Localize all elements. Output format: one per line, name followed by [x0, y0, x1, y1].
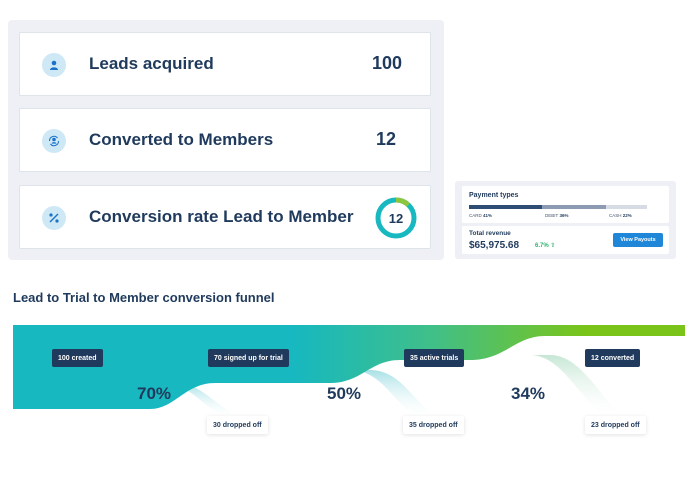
funnel-stage-created: 100 created	[52, 349, 103, 367]
payment-legend-card: CARD 41%	[469, 213, 493, 218]
user-icon	[42, 53, 66, 77]
funnel-stage-active: 35 active trials	[404, 349, 465, 367]
funnel-dropoff-3: 23 dropped off	[585, 416, 646, 434]
funnel-dropoff-2: 35 dropped off	[403, 416, 464, 434]
user-refresh-icon	[42, 129, 66, 153]
percent-icon	[42, 206, 66, 230]
funnel-rate-1: 70%	[137, 384, 172, 403]
dropoff-flow-2	[350, 370, 445, 420]
stat-value: 12	[375, 129, 396, 149]
revenue-card: Total revenue $65,975.68 6.7% ⇧ View Pay…	[462, 226, 669, 254]
payment-types-card: Payment types CARD 41% DEBIT 36% CASH 22…	[462, 186, 669, 223]
stat-label: Leads acquired	[89, 54, 214, 73]
payment-types-bar	[469, 205, 647, 209]
donut-value: 12	[388, 210, 404, 226]
revenue-change: 6.7% ⇧	[535, 243, 556, 249]
funnel-stage-trial: 70 signed up for trial	[208, 349, 289, 367]
dropoff-flow-1	[160, 383, 250, 420]
payment-legend-cash: CASH 22%	[609, 213, 632, 218]
funnel-rate-2: 50%	[327, 384, 362, 403]
funnel-title: Lead to Trial to Member conversion funne…	[13, 290, 275, 305]
payment-bar-segment-debit	[541, 205, 607, 209]
stats-panel: Leads acquired 100 Converted to Members …	[8, 20, 444, 260]
funnel-graphic	[13, 325, 685, 420]
funnel-rate-3: 34%	[511, 384, 546, 403]
dropoff-flow-3	[530, 355, 630, 420]
stat-card-converted: Converted to Members 12	[19, 108, 431, 172]
revenue-amount: $65,975.68	[469, 240, 520, 251]
stat-label: Conversion rate Lead to Member	[89, 207, 354, 226]
payment-panel: Payment types CARD 41% DEBIT 36% CASH 22…	[455, 181, 676, 259]
payment-bar-segment-card	[469, 205, 542, 209]
conversion-donut	[375, 197, 417, 239]
stat-card-conversion-rate: Conversion rate Lead to Member 12	[19, 185, 431, 249]
funnel-main-flow	[13, 325, 685, 409]
revenue-label: Total revenue	[469, 230, 511, 237]
funnel-dropoff-1: 30 dropped off	[207, 416, 268, 434]
stat-card-leads: Leads acquired 100	[19, 32, 431, 96]
payment-bar-segment-cash	[606, 205, 647, 209]
view-payouts-button[interactable]: View Payouts	[613, 233, 663, 247]
payment-types-title: Payment types	[469, 192, 519, 199]
stat-label: Converted to Members	[89, 130, 274, 149]
stat-value: 100	[371, 53, 402, 73]
payment-legend-debit: DEBIT 36%	[545, 213, 569, 218]
funnel-stage-converted: 12 converted	[585, 349, 641, 367]
